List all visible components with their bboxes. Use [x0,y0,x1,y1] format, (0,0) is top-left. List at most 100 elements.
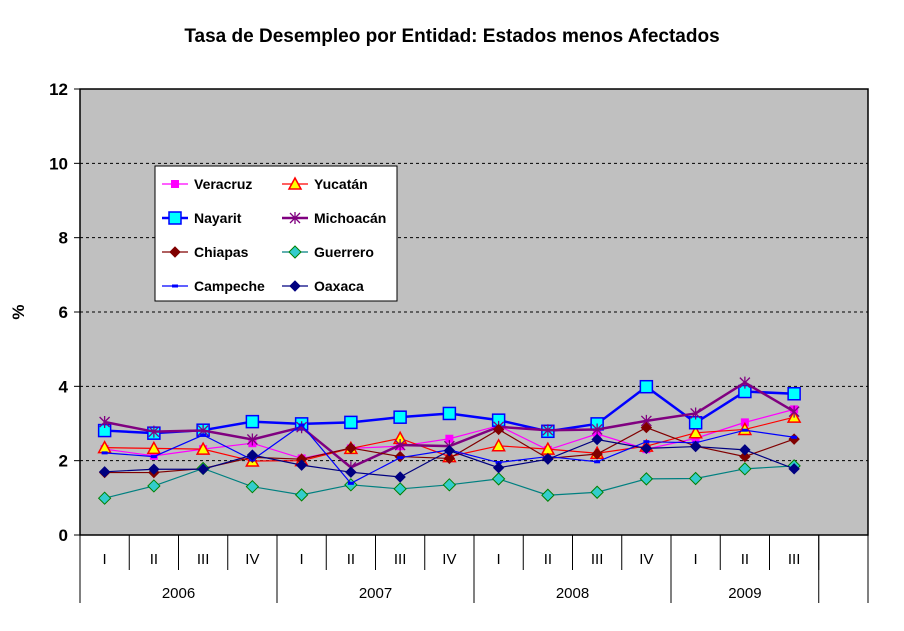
data-point [788,405,800,418]
data-point [492,423,505,436]
data-point [791,435,798,439]
y-axis-label: % [9,304,28,319]
y-tick-label: 12 [49,80,68,99]
data-point [345,442,357,454]
y-tick-label: 4 [59,377,69,396]
data-point [787,387,801,401]
data-point [169,246,181,258]
x-tick-label-quarter: I [497,551,501,568]
x-tick-label-quarter: I [103,551,107,568]
x-tick-label-quarter: IV [639,551,653,568]
data-point [148,425,160,438]
y-tick-label: 6 [59,303,68,322]
x-tick-label-quarter: III [591,551,604,568]
data-point [639,379,654,394]
data-point [246,449,259,461]
data-point [688,425,703,439]
data-point [491,438,506,452]
data-point [289,280,301,292]
data-point [294,488,309,502]
data-point [788,463,800,475]
data-point [739,376,751,389]
data-point [492,462,505,474]
legend-label: Michoacán [314,210,386,226]
legend: Veracruz Yucatán Nayarit Michoacán Chiapas Gu… [154,165,398,302]
data-point [168,211,182,225]
data-point [590,485,604,499]
x-tick-label-quarter: II [347,551,355,568]
data-point [344,415,358,430]
data-point [394,439,406,452]
series-group [97,376,802,505]
x-tick-label-quarter: III [394,551,407,568]
data-point [298,423,305,427]
data-point [542,453,554,465]
x-tick-label-quarter: III [197,551,210,568]
data-point [246,433,258,446]
legend-label: Campeche [194,278,265,294]
legend-label: Nayarit [194,210,242,226]
x-tick-label-quarter: II [544,551,552,568]
x-tick-label-year: 2007 [359,585,392,602]
data-point [295,459,308,471]
data-point [542,424,554,437]
chart-title: Tasa de Desempleo por Entidad: Estados m… [184,26,719,47]
data-point [541,488,555,502]
data-point [640,421,653,434]
data-point [591,448,603,460]
data-point [639,472,654,486]
data-point [643,440,650,444]
y-tick-label: 10 [49,154,68,173]
x-tick-label-year: 2006 [162,585,195,602]
legend-item-oaxaca: Oaxaca [282,278,364,294]
data-point [491,472,506,486]
data-point [245,414,260,429]
data-point [739,444,751,456]
y-ticks: 0 2 4 6 8 10 12 [49,80,80,545]
legend-label: Veracruz [194,176,252,192]
x-tick-label-quarter: I [300,551,304,568]
legend-item-michoacán: Michoacán [282,210,386,226]
legend-item-nayarit: Nayarit [162,210,242,226]
data-point [443,444,456,457]
legend-item-chiapas: Chiapas [162,244,249,260]
data-point [591,433,603,446]
data-point [197,463,209,475]
series-oaxaca [98,433,800,483]
legend-item-guerrero: Guerrero [282,244,374,260]
data-point [688,471,703,486]
data-point [287,176,303,190]
data-point [101,451,108,455]
data-point [99,416,111,429]
data-point [200,433,207,437]
data-point [345,466,357,478]
data-point [288,245,302,259]
data-point [640,442,653,455]
x-tick-label-quarter: IV [245,551,259,568]
data-point [591,423,603,436]
legend-item-veracruz: Veracruz [162,176,252,192]
data-point [689,440,702,453]
legend-label: Chiapas [194,244,249,260]
data-point [97,491,112,505]
data-point [594,460,601,464]
data-point [393,482,407,496]
data-point [195,441,211,455]
data-point [739,450,751,463]
x-tick-label-quarter: III [788,551,801,568]
data-point [741,428,748,432]
data-point [296,421,308,434]
x-tick-label-quarter: IV [442,551,456,568]
legend-label: Guerrero [314,244,374,260]
x-tick-label-year: 2009 [728,585,761,602]
legend-item-campeche: Campeche [162,278,265,294]
series-guerrero [97,459,801,505]
data-point [443,452,456,465]
data-point [146,440,162,455]
y-tick-label: 8 [59,229,68,248]
y-tick-label: 2 [59,452,68,471]
data-point [150,455,157,459]
data-point [347,481,354,485]
